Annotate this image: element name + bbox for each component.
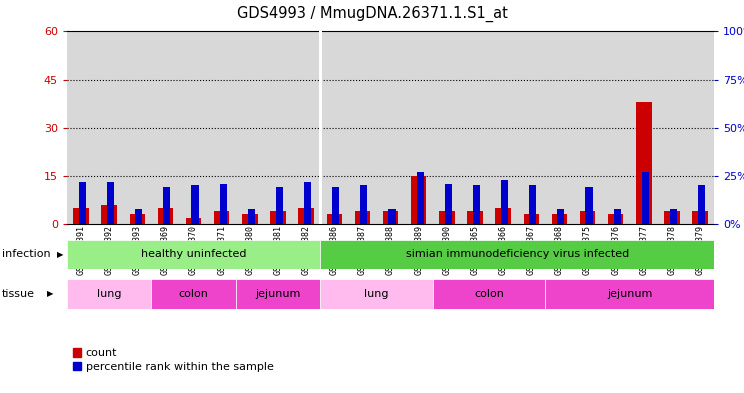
Bar xyxy=(439,211,455,224)
Bar xyxy=(320,240,714,269)
Bar xyxy=(501,180,508,224)
Bar xyxy=(557,209,565,224)
Bar xyxy=(552,214,567,224)
Bar xyxy=(135,209,142,224)
Bar xyxy=(642,172,649,224)
Text: lung: lung xyxy=(97,289,121,299)
Bar xyxy=(664,211,680,224)
Text: simian immunodeficiency virus infected: simian immunodeficiency virus infected xyxy=(405,250,629,259)
Bar xyxy=(670,209,677,224)
Bar xyxy=(355,211,371,224)
Bar xyxy=(101,205,117,224)
Bar xyxy=(473,185,480,224)
Bar xyxy=(67,240,320,269)
Bar xyxy=(219,184,227,224)
Bar xyxy=(614,209,620,224)
Legend: count, percentile rank within the sample: count, percentile rank within the sample xyxy=(72,348,274,372)
Bar xyxy=(636,102,652,224)
Bar xyxy=(191,185,199,224)
Bar xyxy=(698,185,705,224)
Bar xyxy=(411,176,426,224)
Bar xyxy=(158,208,173,224)
Bar xyxy=(467,211,483,224)
Text: ▶: ▶ xyxy=(57,250,64,259)
Bar xyxy=(298,208,314,224)
Text: ▶: ▶ xyxy=(47,289,54,298)
Bar xyxy=(129,214,145,224)
Bar xyxy=(383,211,398,224)
Bar xyxy=(545,279,714,309)
Bar xyxy=(417,172,423,224)
Bar xyxy=(79,182,86,224)
Bar xyxy=(67,279,151,309)
Text: colon: colon xyxy=(474,289,504,299)
Bar xyxy=(320,279,433,309)
Bar xyxy=(151,279,236,309)
Bar xyxy=(693,211,708,224)
Bar xyxy=(214,211,229,224)
Bar xyxy=(608,214,623,224)
Text: infection: infection xyxy=(2,250,51,259)
Bar xyxy=(107,182,114,224)
Bar xyxy=(433,279,545,309)
Bar xyxy=(304,182,311,224)
Bar xyxy=(529,185,536,224)
Bar xyxy=(586,187,592,224)
Bar xyxy=(496,208,511,224)
Bar xyxy=(248,209,254,224)
Text: healthy uninfected: healthy uninfected xyxy=(141,250,246,259)
Text: lung: lung xyxy=(365,289,389,299)
Text: colon: colon xyxy=(179,289,208,299)
Bar xyxy=(186,218,202,224)
Bar xyxy=(74,208,89,224)
Text: jejunum: jejunum xyxy=(607,289,652,299)
Bar xyxy=(360,185,368,224)
Bar xyxy=(580,211,595,224)
Bar xyxy=(388,209,396,224)
Bar xyxy=(242,214,257,224)
Bar xyxy=(524,214,539,224)
Bar xyxy=(164,187,170,224)
Text: jejunum: jejunum xyxy=(255,289,301,299)
Bar xyxy=(270,211,286,224)
Text: tissue: tissue xyxy=(2,289,35,299)
Text: GDS4993 / MmugDNA.26371.1.S1_at: GDS4993 / MmugDNA.26371.1.S1_at xyxy=(237,6,507,22)
Bar xyxy=(327,214,342,224)
Bar xyxy=(445,184,452,224)
Bar xyxy=(333,187,339,224)
Bar xyxy=(236,279,320,309)
Bar xyxy=(276,187,283,224)
